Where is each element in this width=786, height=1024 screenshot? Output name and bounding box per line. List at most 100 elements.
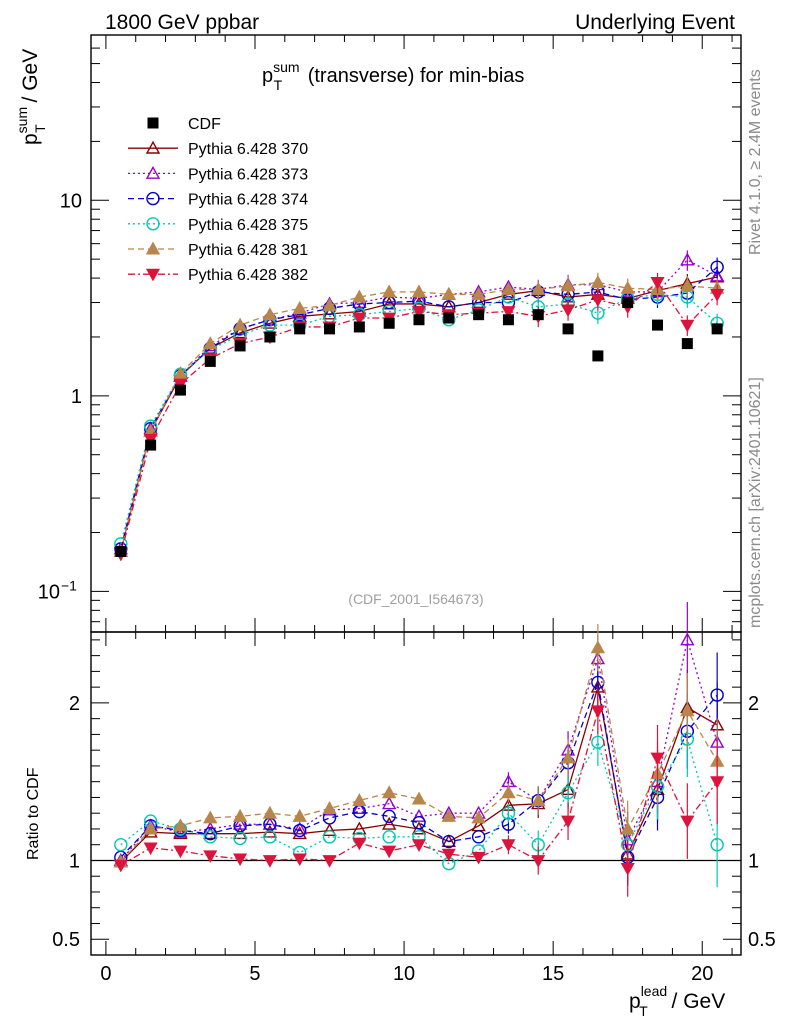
ratio-point xyxy=(203,810,218,824)
ratio-point xyxy=(293,823,307,838)
ratio-point xyxy=(114,838,128,852)
x-tick-label: 0 xyxy=(100,963,111,985)
reference-point xyxy=(115,545,127,557)
data-point xyxy=(232,317,248,331)
ratio-point xyxy=(680,632,695,646)
data-point xyxy=(262,315,278,329)
ratio-point xyxy=(113,859,128,873)
reference-point xyxy=(652,319,664,331)
legend-item: Pythia 6.428 373 xyxy=(128,165,308,183)
ratio-point xyxy=(531,793,546,807)
data-point xyxy=(710,289,725,302)
mcplots-source-label: mcplots.cern.ch [arXiv:2401.10621] xyxy=(747,377,764,628)
ratio-point xyxy=(352,804,367,819)
ratio-point xyxy=(262,816,278,830)
data-point xyxy=(232,325,248,339)
y-tick-label-exponent: −1 xyxy=(61,577,77,593)
ratio-series-5 xyxy=(113,687,725,897)
analysis-id-label: (CDF_2001_I564673) xyxy=(348,591,483,607)
ratio-point xyxy=(471,810,486,824)
ratio-point xyxy=(441,808,456,822)
series-line xyxy=(120,266,718,550)
ratio-point xyxy=(710,688,724,702)
ratio-point xyxy=(143,821,158,835)
x-tick-label: 15 xyxy=(542,963,564,985)
legend-label: Pythia 6.428 373 xyxy=(188,166,308,183)
reference-point xyxy=(711,323,723,335)
ratio-point xyxy=(411,839,427,852)
data-point xyxy=(322,297,337,311)
ratio-point xyxy=(262,855,277,868)
legend-label: Pythia 6.428 374 xyxy=(188,192,308,209)
ratio-point xyxy=(710,776,725,789)
ratio-point xyxy=(441,848,456,862)
reference-point xyxy=(353,321,365,333)
collision-label: 1800 GeV ppbar xyxy=(105,11,259,34)
data-point xyxy=(352,289,367,303)
ratio-point xyxy=(203,826,217,841)
legend-marker xyxy=(146,217,160,231)
ratio-point xyxy=(411,808,427,822)
ratio-point xyxy=(680,815,695,829)
legend-item: Pythia 6.428 375 xyxy=(128,217,308,234)
legend: CDF Pythia 6.428 370 Pythia 6.428 373 Pythi… xyxy=(128,116,308,284)
ratio-point xyxy=(381,816,397,830)
ratio-point xyxy=(381,796,397,810)
main-series-group xyxy=(113,250,725,562)
ratio-y-axis-label: Ratio to CDF xyxy=(25,767,42,860)
reference-point xyxy=(145,439,157,451)
ratio-point xyxy=(561,815,576,829)
x-tick-label: 5 xyxy=(249,963,260,985)
ratio-point xyxy=(322,855,337,868)
ratio-tick-label-right: 0.5 xyxy=(748,929,776,951)
legend-marker xyxy=(145,241,161,255)
ratio-point xyxy=(650,752,665,766)
y-axis-label: psum T / GeV xyxy=(14,49,48,145)
ratio-point xyxy=(501,806,516,820)
legend-item: Pythia 6.428 382 xyxy=(128,267,308,284)
ratio-point xyxy=(352,793,367,807)
legend-marker xyxy=(147,117,159,129)
data-point xyxy=(203,336,218,350)
series-line xyxy=(120,293,718,545)
ratio-tick-label-right: 1 xyxy=(748,850,759,872)
legend-item: Pythia 6.428 374 xyxy=(128,192,308,209)
legend-label: Pythia 6.428 370 xyxy=(188,141,308,158)
ratio-point xyxy=(501,785,516,799)
reference-point xyxy=(174,384,186,396)
ratio-point xyxy=(382,845,397,859)
ratio-point xyxy=(292,808,307,822)
ratio-point xyxy=(263,830,277,844)
legend-marker xyxy=(145,140,161,154)
data-point xyxy=(560,278,576,292)
x-tick-label: 20 xyxy=(691,963,713,985)
ratio-point xyxy=(620,821,635,835)
ratio-point xyxy=(352,837,367,851)
legend-label: Pythia 6.428 382 xyxy=(188,267,308,284)
ratio-point xyxy=(382,809,396,824)
reference-point xyxy=(234,340,246,352)
data-point xyxy=(381,284,397,298)
ratio-point xyxy=(173,826,188,840)
ratio-tick-label-right: 2 xyxy=(748,693,759,715)
data-point xyxy=(411,306,427,319)
legend-marker xyxy=(145,268,161,282)
ratio-point xyxy=(590,705,605,719)
y-tick-label: 1 xyxy=(71,386,82,408)
data-point xyxy=(501,281,516,295)
ratio-point xyxy=(352,801,367,814)
ratio-point xyxy=(292,821,307,835)
legend-item: Pythia 6.428 370 xyxy=(128,140,308,158)
ratio-point xyxy=(501,839,516,852)
reference-point xyxy=(502,314,514,326)
data-point xyxy=(590,294,605,307)
data-point xyxy=(173,366,188,380)
x-tick-label: 10 xyxy=(393,963,415,985)
ratio-point xyxy=(143,842,158,856)
ratio-tick-label: 0.5 xyxy=(52,929,80,951)
ratio-point xyxy=(531,855,546,868)
ratio-point xyxy=(173,845,188,859)
ratio-tick-label: 1 xyxy=(69,850,80,872)
reference-point xyxy=(443,312,455,324)
ratio-point xyxy=(471,830,486,844)
